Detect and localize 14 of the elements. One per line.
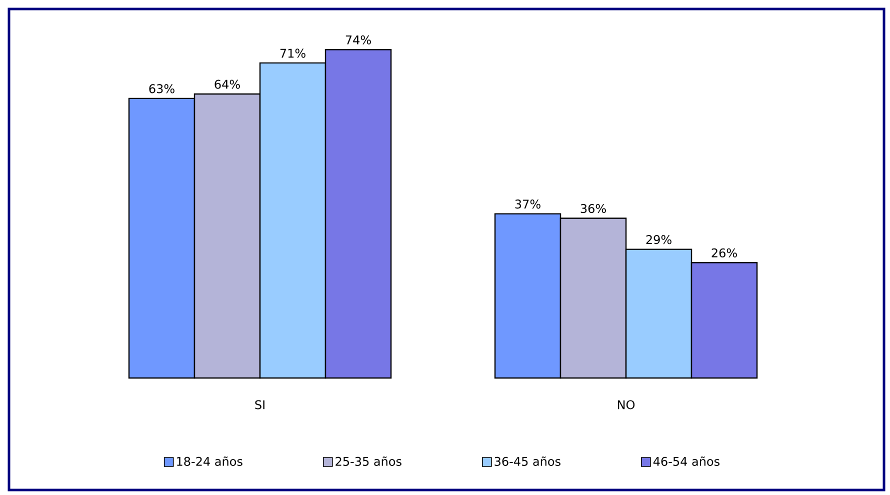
x-tick-label: NO xyxy=(618,400,635,410)
data-label: 74% xyxy=(346,35,371,44)
legend-label: 25-35 años xyxy=(336,456,402,466)
data-label: 71% xyxy=(280,48,306,58)
data-label: 37% xyxy=(515,200,540,209)
legend-label: 18-24 años xyxy=(177,456,242,466)
legend-label: 36-45 años xyxy=(494,456,560,466)
data-label: 29% xyxy=(646,235,672,244)
data-label: 36% xyxy=(580,204,606,214)
x-tick-label: SI xyxy=(255,400,264,410)
data-label: 63% xyxy=(149,84,174,94)
data-label: 26% xyxy=(712,248,737,258)
data-label: 64% xyxy=(214,80,240,89)
legend-label: 46-54 años xyxy=(653,456,720,466)
